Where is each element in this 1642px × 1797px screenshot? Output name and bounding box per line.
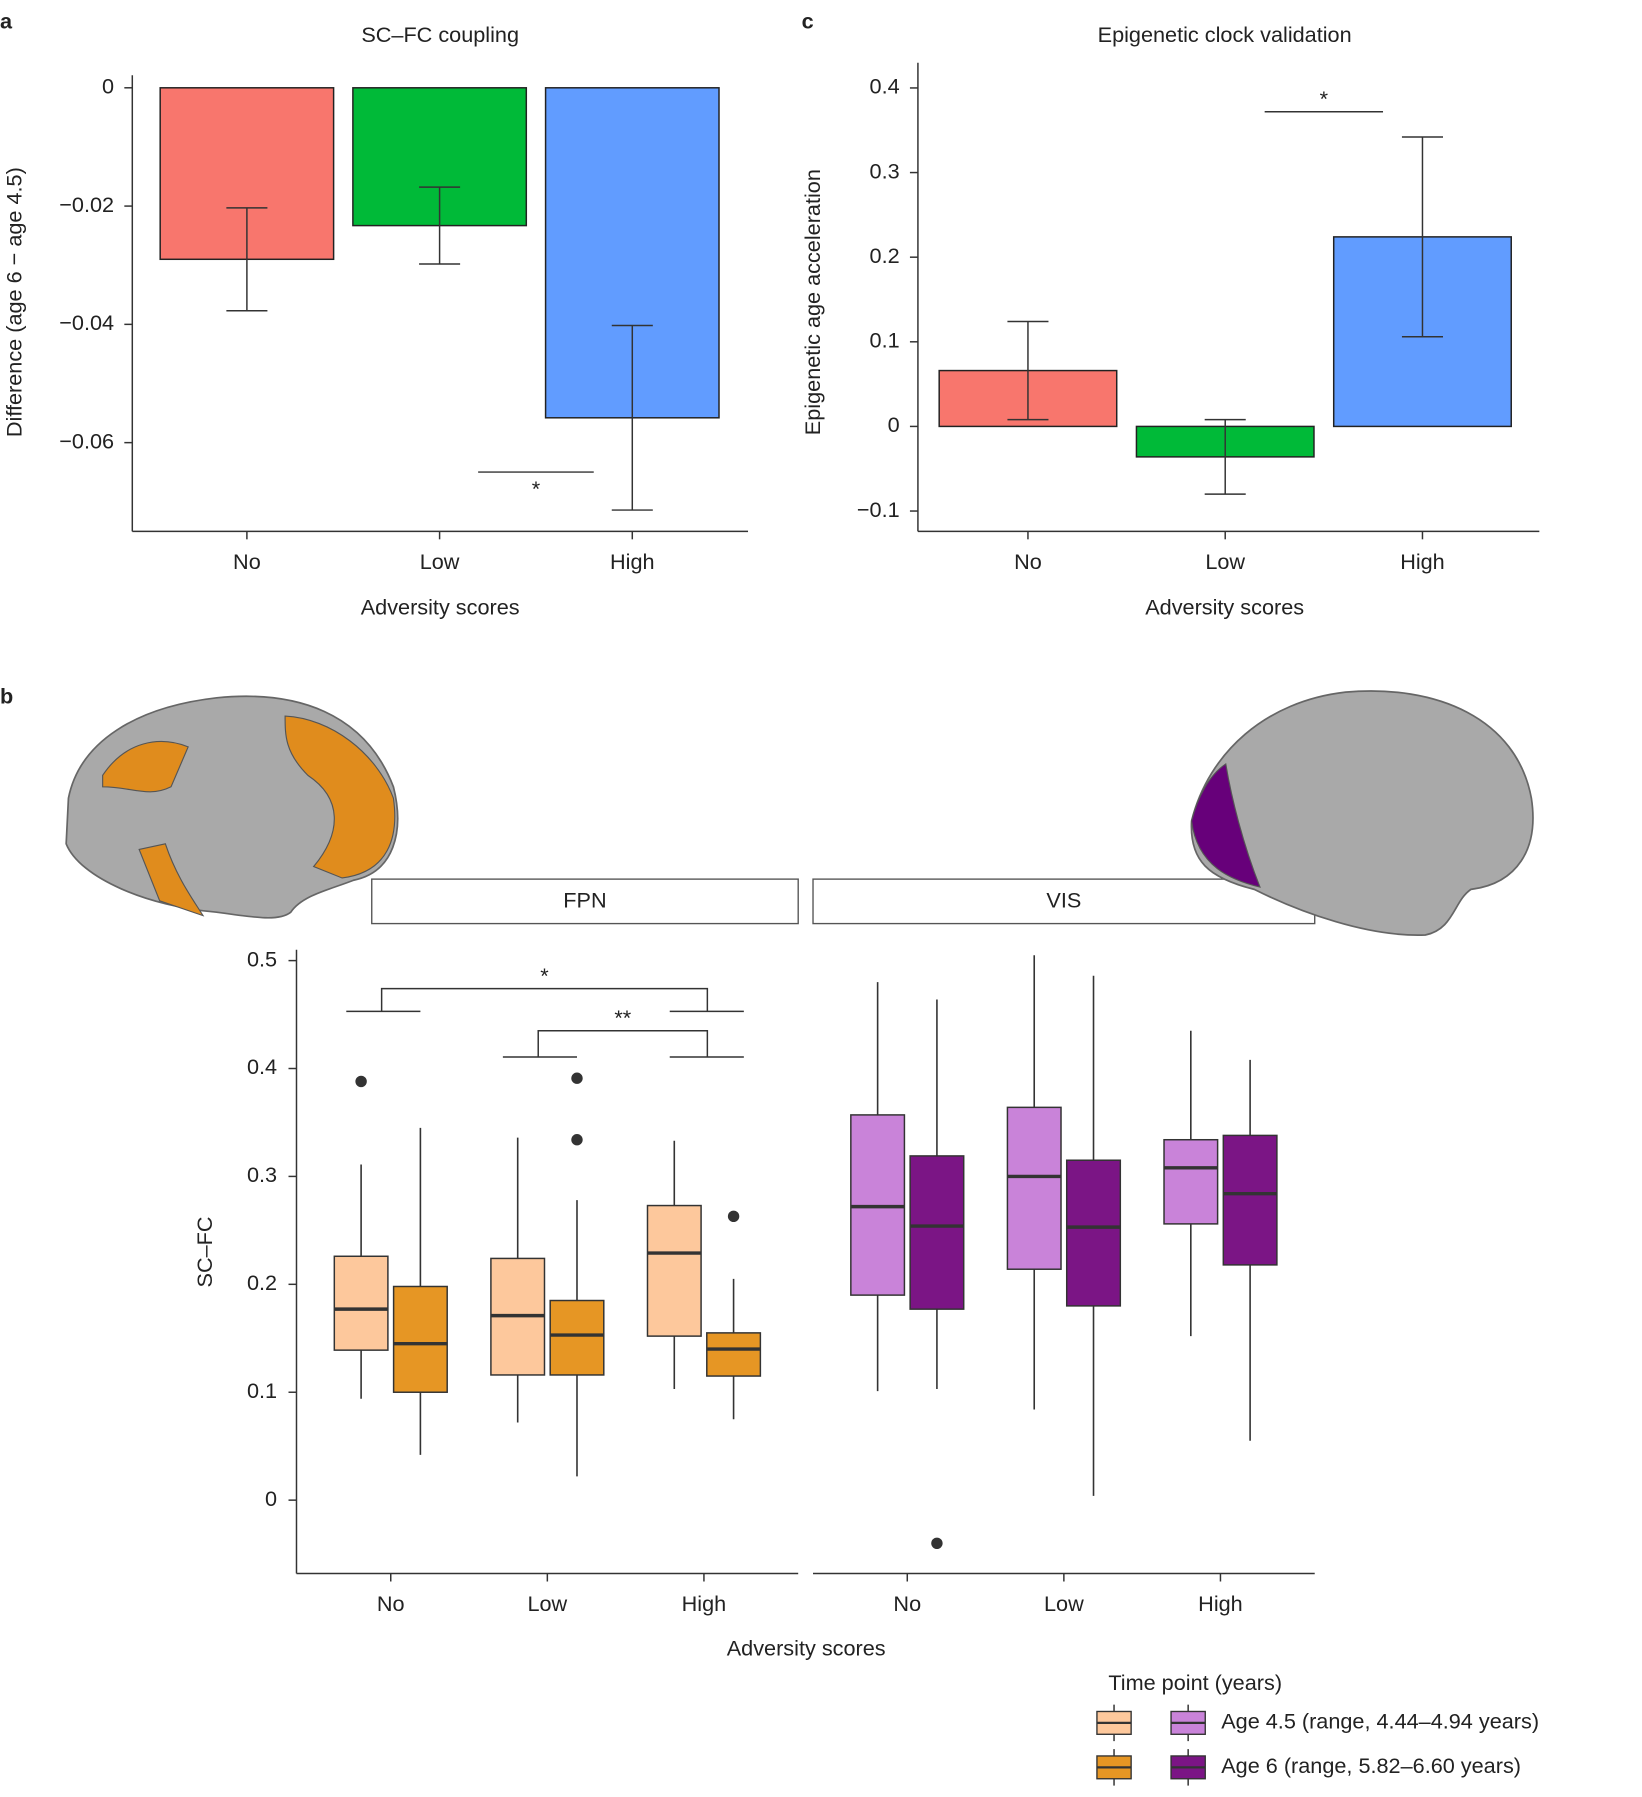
y-tick-label: 0 xyxy=(888,412,900,437)
significance-bracket xyxy=(502,1030,744,1058)
y-tick-label: −0.06 xyxy=(59,428,114,453)
panel-letter: c xyxy=(802,9,814,34)
chart-title: SC–FC coupling xyxy=(361,22,519,47)
y-tick-label: 0.4 xyxy=(870,74,900,99)
box xyxy=(333,1255,389,1351)
x-axis-label: Adversity scores xyxy=(1145,595,1304,620)
x-tick-label: No xyxy=(893,1591,921,1616)
brain-region xyxy=(284,715,396,879)
brain-region xyxy=(1190,762,1261,888)
y-axis-label: Difference (age 6 − age 4.5) xyxy=(2,167,27,437)
box xyxy=(646,1204,702,1337)
legend-label: Age 6 (range, 5.82–6.60 years) xyxy=(1221,1753,1521,1778)
outlier xyxy=(571,1134,583,1146)
y-tick-label: 0.2 xyxy=(870,243,900,268)
facet-label: VIS xyxy=(1046,888,1081,913)
x-axis-label: Adversity scores xyxy=(361,595,520,620)
box xyxy=(549,1299,605,1376)
outlier xyxy=(571,1072,583,1084)
x-tick-label: Low xyxy=(1044,1591,1084,1616)
legend-title: Time point (years) xyxy=(1108,1670,1282,1695)
facet-strip xyxy=(812,878,1316,925)
y-tick-label: 0.5 xyxy=(247,946,277,971)
y-tick-label: 0.1 xyxy=(247,1378,277,1403)
brain-region xyxy=(138,843,205,917)
box xyxy=(1006,1106,1062,1270)
y-tick-label: −0.04 xyxy=(59,310,114,335)
y-tick-label: 0 xyxy=(265,1486,277,1511)
significance-label: * xyxy=(1320,86,1329,111)
legend-label: Age 4.5 (range, 4.44–4.94 years) xyxy=(1221,1709,1539,1734)
outlier xyxy=(727,1210,740,1223)
y-axis-label: SC–FC xyxy=(192,1216,217,1287)
brain-region xyxy=(102,740,189,793)
outlier xyxy=(355,1075,367,1088)
facet-strip xyxy=(371,878,799,925)
x-tick-label: Low xyxy=(1205,549,1245,574)
box xyxy=(1222,1134,1278,1266)
box xyxy=(1065,1159,1122,1307)
x-tick-label: High xyxy=(610,549,655,574)
x-tick-label: No xyxy=(1014,549,1042,574)
x-axis-label: Adversity scores xyxy=(727,1636,886,1661)
x-tick-label: High xyxy=(1400,549,1445,574)
y-axis-label: Epigenetic age acceleration xyxy=(800,169,825,435)
brain-outline xyxy=(1190,690,1534,936)
y-tick-label: −0.1 xyxy=(857,497,900,522)
x-tick-label: High xyxy=(682,1591,727,1616)
panel-letter: b xyxy=(0,684,13,709)
outlier xyxy=(931,1537,943,1550)
x-tick-label: High xyxy=(1198,1591,1243,1616)
y-tick-label: 0.1 xyxy=(870,328,900,353)
panel-letter: a xyxy=(0,9,13,34)
x-tick-label: No xyxy=(233,549,261,574)
significance-bracket xyxy=(346,987,744,1013)
y-tick-label: 0.3 xyxy=(247,1162,277,1187)
significance-label: ** xyxy=(614,1005,631,1030)
box xyxy=(392,1285,448,1393)
box xyxy=(1163,1138,1219,1225)
chart-title: Epigenetic clock validation xyxy=(1098,22,1352,47)
box xyxy=(909,1155,965,1310)
y-tick-label: 0.2 xyxy=(247,1270,277,1295)
y-tick-label: 0.3 xyxy=(870,158,900,183)
significance-label: * xyxy=(540,963,549,988)
box xyxy=(706,1332,762,1377)
x-tick-label: No xyxy=(377,1591,405,1616)
y-tick-label: 0.4 xyxy=(247,1054,277,1079)
x-tick-label: Low xyxy=(420,549,460,574)
facet-label: FPN xyxy=(563,888,606,913)
y-tick-label: 0 xyxy=(102,74,114,99)
x-tick-label: Low xyxy=(527,1591,567,1616)
significance-label: * xyxy=(532,476,541,501)
y-tick-label: −0.02 xyxy=(59,192,114,217)
